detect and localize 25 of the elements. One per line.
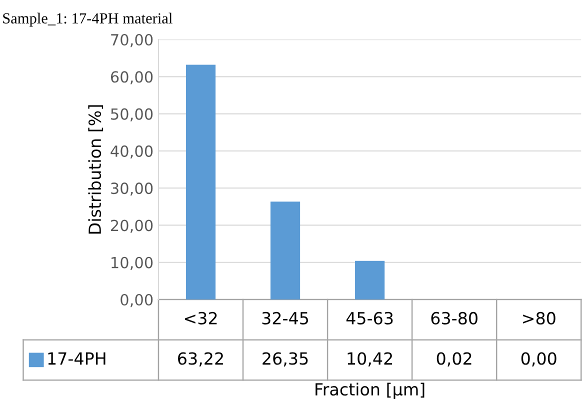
y-tick-label: 0,00 [120, 294, 153, 308]
x-tick-label: 63-80 [431, 312, 478, 325]
legend-label: 17-4PH [48, 352, 106, 365]
data-label: 0,02 [436, 352, 472, 367]
y-tick-label: 10,00 [112, 256, 153, 270]
x-tick-label: <32 [184, 312, 217, 325]
data-label: 10,42 [348, 352, 392, 367]
y-tick-label: 20,00 [111, 220, 153, 233]
y-tick-label: 70,00 [111, 34, 153, 48]
x-tick-label: 32-45 [262, 312, 308, 325]
y-axis-title: Distribution [%] [88, 105, 104, 234]
x-tick-label: 45-63 [346, 312, 393, 325]
bar [270, 202, 300, 300]
y-tick-label: 50,00 [111, 108, 153, 122]
data-label: 63,22 [178, 352, 223, 367]
data-label: 26,35 [262, 352, 308, 367]
x-tick-label: >80 [523, 312, 556, 325]
bar [186, 64, 216, 300]
y-tick-label: 40,00 [110, 145, 153, 159]
x-axis-title: Fraction [µm] [316, 382, 424, 399]
y-tick-label: 30,00 [111, 182, 153, 196]
y-tick-label: 60,00 [110, 71, 153, 84]
chart-title: Sample_1: 17-4PH material [3, 12, 172, 27]
bar [355, 260, 385, 300]
data-label: 0,00 [521, 352, 556, 367]
